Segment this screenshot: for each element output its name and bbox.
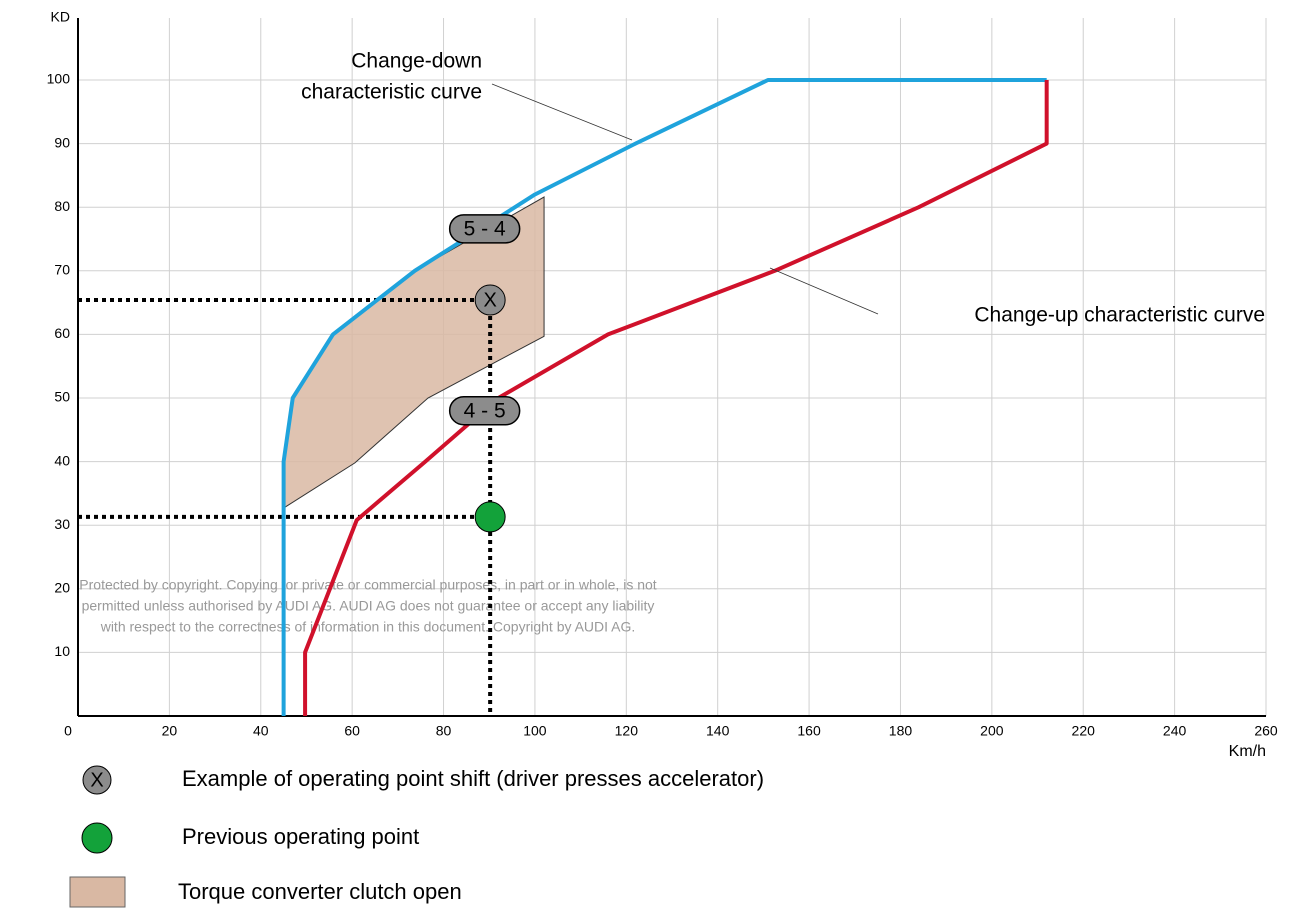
curve: [303, 80, 1049, 716]
x-tick-label: 100: [523, 723, 547, 739]
annotation: Change-down: [351, 50, 482, 73]
x-tick-label: 120: [615, 723, 639, 739]
y-axis-label: KD: [51, 9, 70, 25]
x-tick-label: 260: [1254, 723, 1278, 739]
shift-label: 4 - 5: [464, 399, 506, 422]
legend-label: Previous operating point: [182, 824, 419, 849]
y-tick-label: 70: [54, 262, 70, 278]
y-tick-label: 100: [47, 71, 71, 87]
operating-point: [474, 501, 506, 533]
legend-symbol-text: X: [90, 769, 103, 791]
watermark: Protected by copyright. Copying for priv…: [79, 577, 656, 593]
legend-symbol: [69, 876, 126, 908]
x-tick-label: 40: [253, 723, 269, 739]
curve: [281, 78, 1047, 716]
legend-symbol: [82, 765, 112, 795]
x-tick-label: 160: [797, 723, 821, 739]
x-tick-label: 20: [162, 723, 178, 739]
x-tick-label: 200: [980, 723, 1004, 739]
legend-label: Example of operating point shift (driver…: [182, 766, 764, 791]
watermark: permitted unless authorised by AUDI AG. …: [82, 598, 655, 614]
x-axis-label: Km/h: [1229, 743, 1266, 760]
y-tick-label: 10: [54, 643, 70, 659]
x-tick-label: 240: [1163, 723, 1187, 739]
legend-label: Torque converter clutch open: [178, 879, 462, 904]
y-tick-label: 90: [54, 134, 70, 150]
x-tick-label: 140: [706, 723, 730, 739]
pointer: [491, 83, 633, 141]
x-tick-label: 80: [436, 723, 452, 739]
x-tick-label: 220: [1072, 723, 1096, 739]
y-tick-label: 60: [54, 325, 70, 341]
x-tick-label: 60: [344, 723, 360, 739]
x-tick-label: 180: [889, 723, 913, 739]
point-symbol: X: [483, 289, 496, 311]
y-tick-label: 30: [54, 516, 70, 532]
annotation: Change-up characteristic curve: [974, 304, 1265, 327]
operating-point: [474, 284, 506, 316]
watermark: with respect to the correctness of infor…: [100, 619, 636, 635]
y-tick-label: 20: [54, 580, 70, 596]
y-tick-label: 50: [54, 389, 70, 405]
legend-symbol: [81, 822, 113, 854]
shift-label-box: [448, 214, 521, 244]
shift-label: 5 - 4: [464, 217, 506, 240]
pointer: [769, 267, 879, 315]
x-tick-label: 0: [64, 723, 72, 739]
shift-label-box: [448, 395, 521, 426]
y-tick-label: 40: [54, 452, 70, 468]
y-tick-label: 80: [54, 198, 70, 214]
annotation: characteristic curve: [301, 81, 482, 104]
